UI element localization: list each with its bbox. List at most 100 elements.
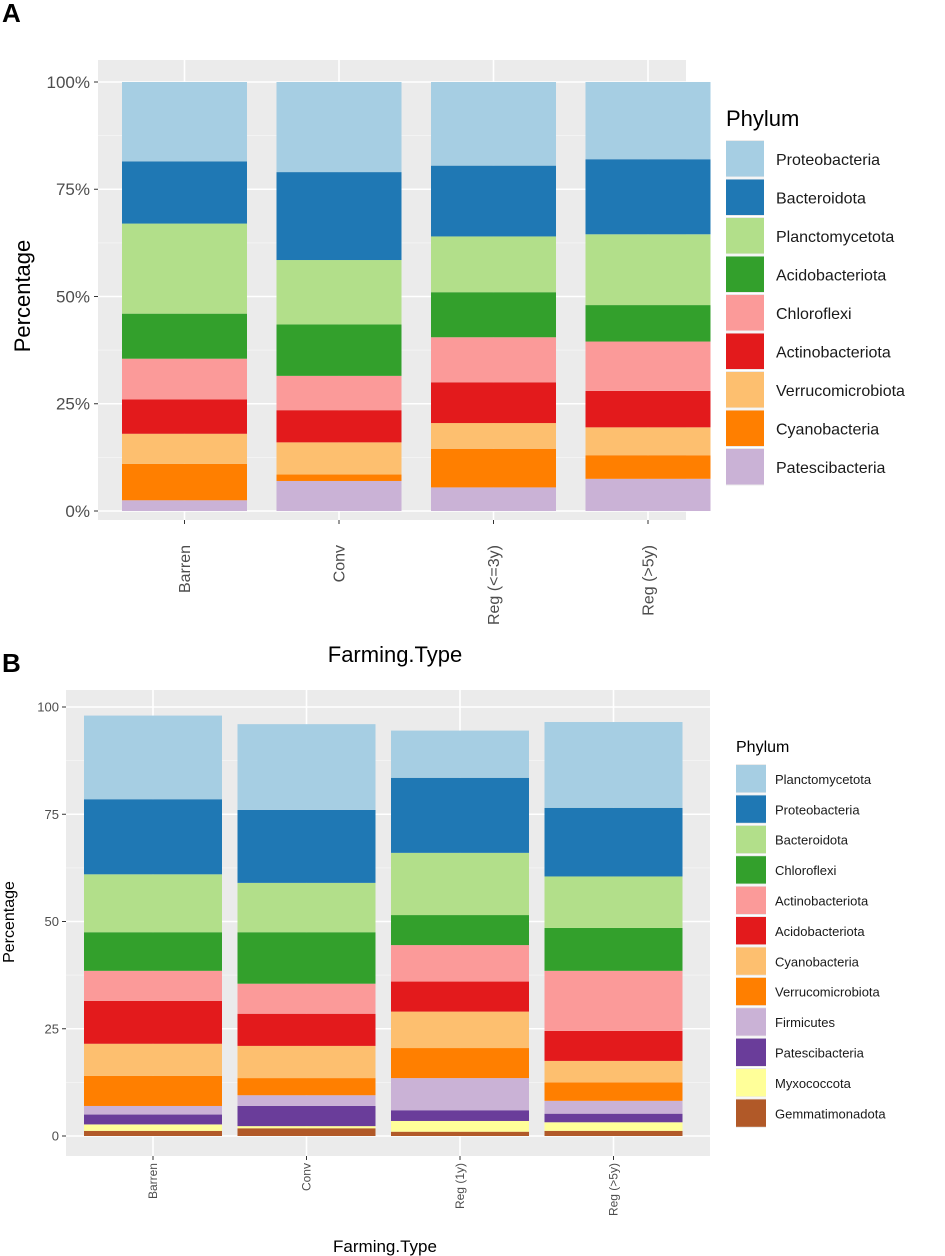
chart-b-bar-segment [237,1128,376,1136]
chart-b-legend-label: Chloroflexi [775,863,837,878]
chart-a-y-tick-label: 100% [47,73,90,92]
chart-b-bar-segment [544,1082,683,1101]
chart-b-bar-segment [391,1131,529,1136]
chart-b-bar-segment [391,852,529,916]
chart-a-legend-label: Actinobacteriota [776,345,891,362]
chart-b-legend-label: Actinobacteriota [775,893,869,908]
chart-b-y-tick-label: 50 [45,914,59,929]
chart-b-legend-label: Myxococcota [775,1076,852,1091]
chart-b-x-tick-label: Conv [300,1163,314,1191]
chart-b-legend-label: Firmicutes [775,1015,835,1030]
chart-a-bar-segment [122,82,247,162]
chart-b-legend-label: Verrucomicrobiota [775,985,881,1000]
chart-b-bar-segment [84,970,222,1001]
chart-a-bar-segment [122,223,247,314]
chart-b-legend-swatch [736,1099,766,1127]
chart-b-bar-segment [544,1100,683,1114]
chart-b-bar-segment [391,945,529,982]
chart-b-bar-segment [391,777,529,853]
chart-a-bar-segment [276,410,402,443]
chart-b-legend-swatch [736,977,766,1006]
chart-b-bar-segment [84,1000,222,1044]
chart-b-bar-segment [391,1048,529,1079]
chart-b-y-axis-title: Percentage [1,881,18,963]
chart-a-y-tick-label: 75% [56,180,90,199]
chart-b-x-axis-title: Farming.Type [333,1237,437,1256]
chart-a-x-tick-label: Reg (<=3y) [486,545,503,625]
chart-b-bar-segment [391,1078,529,1111]
chart-a-legend-label: Chloroflexi [776,306,852,323]
panel-label-b: B [2,648,21,678]
chart-b-x-tick-label: Reg (1y) [453,1163,467,1209]
chart-b-legend-label: Proteobacteria [775,802,860,817]
chart-a-legend-label: Cyanobacteria [776,422,879,439]
chart-a-x-tick-label: Conv [332,545,349,582]
chart-a-bar-segment [431,487,556,511]
chart-b-legend-swatch [736,886,766,914]
chart-b-bar-segment [84,1124,222,1131]
chart-a-legend-swatch [726,449,764,485]
panel-label-a: A [2,0,21,28]
chart-b-legend-swatch [736,917,766,945]
chart-a-bar-segment [431,382,556,424]
chart-a-bar-segment [585,390,711,428]
chart-b-y-tick-label: 75 [45,807,59,822]
chart-a-bar-segment [431,82,556,166]
chart-b-legend-label: Gemmatimonadota [775,1106,886,1121]
chart-b-legend-label: Cyanobacteria [775,954,860,969]
chart-b-bar-segment [544,1030,683,1061]
chart-a-bar-segment [585,341,711,391]
chart-b-bar-segment [544,970,683,1031]
chart-a-y-tick-label: 25% [56,395,90,414]
chart-b-bar-segment [84,874,222,933]
chart-b-legend-swatch [736,825,766,854]
chart-b-bar-segment [237,983,376,1014]
chart-b-bar-segment [84,1130,222,1136]
chart-a-bar-segment [431,236,556,293]
chart-b-bar-segment [544,1113,683,1123]
chart-a-bar-segment [431,337,556,383]
chart-a-legend-label: Bacteroidota [776,191,866,208]
chart-a-y-tick-label: 50% [56,287,90,306]
chart-a-bar-segment [122,161,247,224]
chart-b-bar-segment [84,715,222,800]
chart-a-x-tick-label: Barren [177,545,194,593]
chart-a-legend-label: Verrucomicrobiota [776,383,905,400]
chart-b-bar-segment [237,1013,376,1046]
chart-a-bar-segment [431,423,556,449]
chart-b-bar-segment [237,1105,376,1127]
chart-b-bar-segment [237,1045,376,1079]
chart-b-bar-segment [84,1114,222,1125]
chart-b-bar-segment [237,932,376,984]
chart-a-bar-segment [585,455,711,479]
chart-a-bar-segment [276,172,402,261]
chart-a-bar-segment [276,324,402,376]
chart-b-bar-segment [544,927,683,971]
chart-a-bar-segment [122,433,247,464]
chart-a-legend-label: Proteobacteria [776,152,880,169]
chart-a-legend-swatch [726,141,764,177]
chart-b-legend-label: Patescibacteria [775,1045,865,1060]
chart-b-bar-segment [237,809,376,883]
chart-a-legend-label: Acidobacteriota [776,268,886,285]
chart-a-bar-segment [431,165,556,237]
chart-b-bar-segment [544,1122,683,1131]
chart-b-x-tick-label: Barren [146,1163,160,1199]
chart-a-bar-segment [585,159,711,235]
chart-a-legend-swatch [726,256,764,292]
chart-b-bar-segment [544,807,683,877]
chart-b-bar-segment [84,1105,222,1115]
chart-b-legend-title: Phylum [736,739,789,756]
chart-b-bar-segment [391,1120,529,1132]
chart-b-bar-segment [544,876,683,928]
chart-a-bar-segment [276,474,402,481]
chart-a-legend-swatch [726,372,764,408]
chart-a-bar-segment [276,442,402,475]
chart-a-bar-segment [276,480,402,511]
chart-a-x-axis-title: Farming.Type [328,642,463,667]
chart-b-bar-segment [391,730,529,778]
chart-a-legend-swatch [726,410,764,446]
chart-b: 0 25 50 75 100 Barren Conv Reg (1y) Reg (>5y) Far… [1,690,886,1256]
chart-b-bar-segment [237,724,376,810]
chart-b-bar-segment [544,1060,683,1083]
